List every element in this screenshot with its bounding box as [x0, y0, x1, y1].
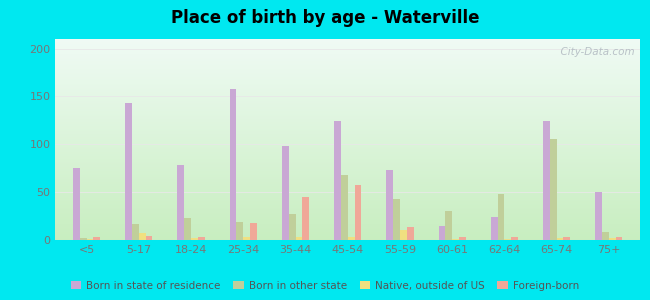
Bar [86, 239, 94, 240]
Bar [177, 165, 184, 240]
Bar [296, 237, 302, 240]
Bar [132, 224, 139, 240]
Text: Place of birth by age - Waterville: Place of birth by age - Waterville [171, 9, 479, 27]
Bar [125, 103, 132, 240]
Bar [198, 237, 205, 240]
Bar [354, 185, 361, 240]
Bar [282, 146, 289, 240]
Bar [400, 230, 407, 240]
Bar [73, 168, 80, 240]
Bar [348, 237, 354, 240]
Bar [229, 89, 237, 240]
Bar [459, 237, 466, 240]
Legend: Born in state of residence, Born in other state, Native, outside of US, Foreign-: Born in state of residence, Born in othe… [66, 277, 584, 295]
Bar [386, 170, 393, 240]
Bar [616, 237, 623, 240]
Bar [146, 236, 152, 240]
Bar [445, 211, 452, 240]
Bar [184, 218, 191, 240]
Bar [543, 121, 550, 240]
Bar [512, 237, 518, 240]
Bar [439, 226, 445, 240]
Bar [341, 175, 348, 240]
Bar [139, 233, 146, 240]
Bar [556, 238, 564, 240]
Bar [550, 139, 556, 240]
Bar [237, 222, 243, 240]
Bar [302, 197, 309, 240]
Bar [564, 237, 570, 240]
Bar [250, 223, 257, 240]
Bar [94, 237, 100, 240]
Bar [595, 192, 602, 240]
Bar [491, 217, 498, 240]
Bar [393, 199, 400, 240]
Text: City-Data.com: City-Data.com [554, 47, 634, 57]
Bar [602, 232, 609, 240]
Bar [609, 238, 616, 240]
Bar [289, 214, 296, 240]
Bar [452, 239, 459, 240]
Bar [504, 239, 512, 240]
Bar [407, 226, 413, 240]
Bar [498, 194, 504, 240]
Bar [243, 237, 250, 240]
Bar [334, 121, 341, 240]
Bar [191, 238, 198, 240]
Bar [80, 238, 86, 240]
